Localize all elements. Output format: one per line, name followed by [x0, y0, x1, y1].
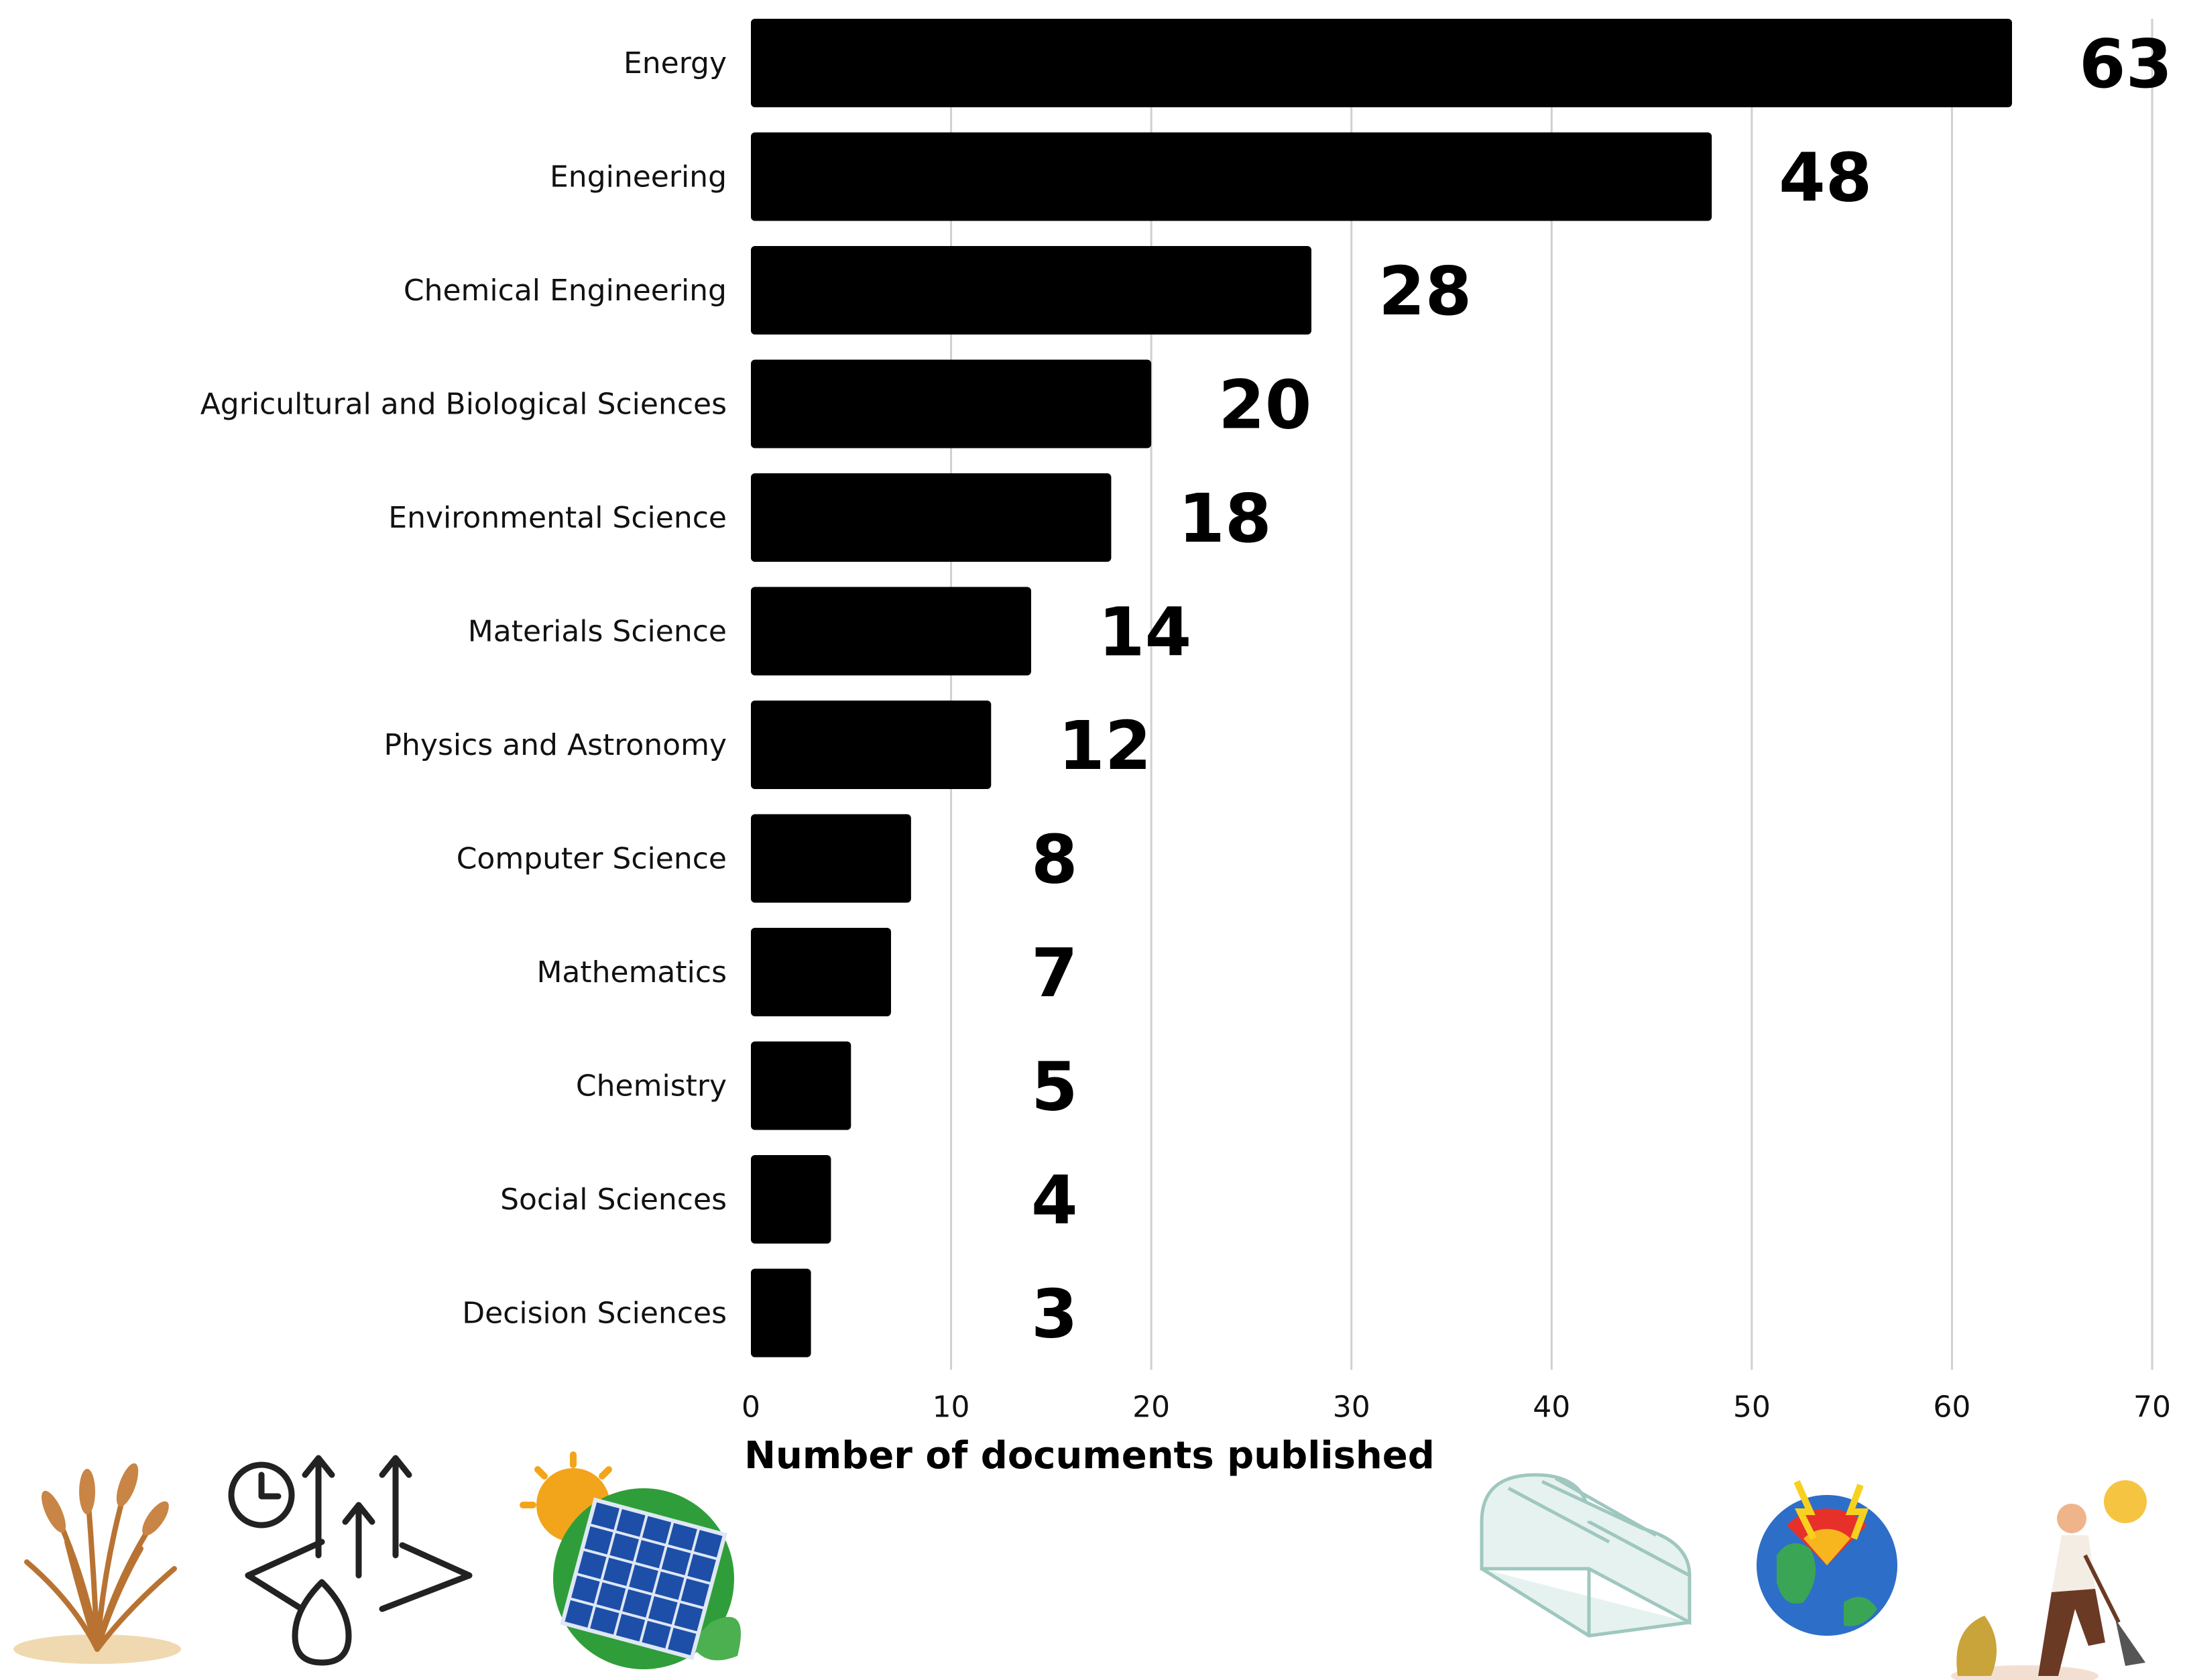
- value-label: 12: [1058, 707, 1151, 785]
- x-axis-title: Number of documents published: [744, 1434, 1435, 1478]
- dry-grass-icon: [13, 1463, 181, 1664]
- category-label: Environmental Science: [388, 501, 727, 535]
- category-label: Materials Science: [468, 615, 727, 649]
- bars: [751, 19, 2012, 1358]
- bar: [751, 19, 2012, 107]
- value-label: 7: [1031, 934, 1078, 1012]
- bar: [751, 246, 1311, 335]
- category-labels: Energy Engineering Chemical Engineering Agr…: [200, 46, 727, 1331]
- x-tick-labels: 0 10 20 30 40 50 60 70: [742, 1390, 2171, 1424]
- bar: [751, 814, 911, 903]
- value-label: 3: [1031, 1275, 1078, 1354]
- x-tick-label: 0: [742, 1390, 760, 1424]
- bar: [751, 473, 1112, 562]
- greenhouse-icon: [1480, 1473, 1692, 1638]
- water-evaporation-icon: [228, 1455, 473, 1666]
- value-label: 14: [1098, 593, 1191, 672]
- bar: [751, 1155, 831, 1244]
- x-tick-label: 60: [1933, 1390, 1970, 1424]
- x-tick-label: 70: [2133, 1390, 2171, 1424]
- value-labels: 63 48 28 20 18 14 12 8 7 5 4 3: [1031, 25, 2172, 1354]
- category-label: Energy: [624, 46, 727, 80]
- category-label: Mathematics: [536, 955, 727, 989]
- bar: [751, 1268, 811, 1358]
- x-tick-label: 20: [1132, 1390, 1170, 1424]
- value-label: 18: [1178, 479, 1271, 558]
- category-label: Physics and Astronomy: [384, 728, 727, 762]
- x-tick-label: 40: [1533, 1390, 1570, 1424]
- solar-panel-icon: [520, 1451, 741, 1669]
- value-label: 8: [1031, 821, 1078, 899]
- bar: [751, 928, 891, 1016]
- category-label: Social Sciences: [500, 1183, 727, 1217]
- farmer-digging-icon: [1951, 1480, 2147, 1680]
- value-label: 28: [1378, 252, 1472, 331]
- x-tick-label: 50: [1733, 1390, 1771, 1424]
- category-label: Computer Science: [457, 842, 727, 876]
- bar: [751, 701, 992, 789]
- value-label: 48: [1779, 139, 1872, 217]
- geothermal-earth-icon: [1757, 1480, 1897, 1636]
- value-label: 5: [1031, 1048, 1078, 1126]
- bar: [751, 132, 1712, 221]
- value-label: 4: [1031, 1161, 1078, 1240]
- category-label: Engineering: [550, 160, 727, 194]
- value-label: 63: [2079, 25, 2172, 103]
- category-label: Chemistry: [576, 1069, 727, 1103]
- x-tick-label: 10: [933, 1390, 970, 1424]
- bar: [751, 1041, 851, 1130]
- bar: [751, 587, 1031, 676]
- value-label: 20: [1218, 366, 1311, 444]
- x-tick-label: 30: [1333, 1390, 1370, 1424]
- bar: [751, 359, 1152, 448]
- category-label: Chemical Engineering: [404, 274, 727, 308]
- category-label: Decision Sciences: [462, 1297, 727, 1331]
- gridlines: [950, 19, 2153, 1370]
- category-label: Agricultural and Biological Sciences: [200, 387, 727, 422]
